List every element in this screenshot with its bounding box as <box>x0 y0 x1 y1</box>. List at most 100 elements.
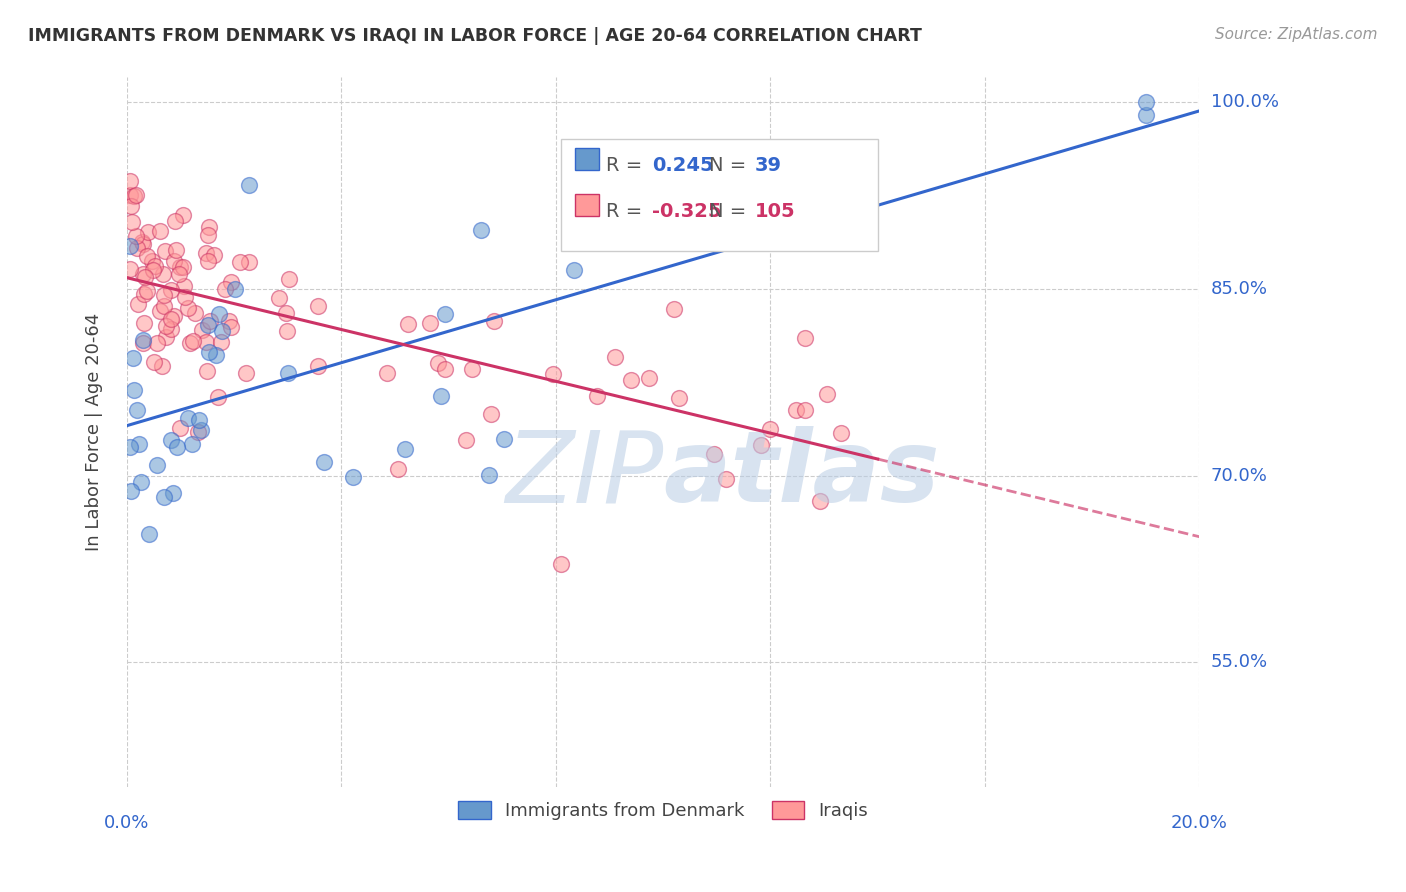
Point <box>132 316 155 330</box>
Text: 20.0%: 20.0% <box>1171 814 1227 832</box>
Point <box>430 389 453 403</box>
Point <box>197 254 219 268</box>
Point <box>197 227 219 242</box>
Point <box>146 458 169 472</box>
Point <box>815 387 838 401</box>
Point <box>793 331 815 345</box>
Point <box>118 441 141 455</box>
Point <box>121 215 143 229</box>
Point <box>138 526 160 541</box>
Point <box>177 411 200 425</box>
Point <box>184 306 207 320</box>
Point <box>603 350 626 364</box>
Point <box>454 433 477 447</box>
Y-axis label: In Labor Force | Age 20-64: In Labor Force | Age 20-64 <box>86 313 103 551</box>
Point <box>434 307 457 321</box>
Point <box>142 355 165 369</box>
Point <box>145 335 167 350</box>
Point <box>238 255 260 269</box>
Point <box>198 345 221 359</box>
Point <box>668 392 690 406</box>
Point <box>143 259 166 273</box>
Point <box>166 440 188 454</box>
Text: 55.0%: 55.0% <box>1211 653 1268 671</box>
Point <box>427 356 450 370</box>
Text: 0.0%: 0.0% <box>104 814 149 832</box>
Point <box>173 278 195 293</box>
Point <box>190 424 212 438</box>
Point <box>638 371 661 385</box>
Point <box>394 442 416 457</box>
Point <box>153 299 176 313</box>
Point <box>564 262 586 277</box>
Point <box>207 390 229 404</box>
Point <box>129 475 152 490</box>
Point <box>433 362 456 376</box>
Point <box>141 263 163 277</box>
Point <box>179 335 201 350</box>
Point <box>167 267 190 281</box>
Point <box>132 267 155 281</box>
Point <box>194 246 217 260</box>
Point <box>127 241 149 255</box>
Point <box>118 262 141 277</box>
Text: 0.245: 0.245 <box>652 156 714 175</box>
Point <box>132 336 155 351</box>
Point <box>165 243 187 257</box>
Point <box>219 319 242 334</box>
Point <box>118 173 141 187</box>
Point <box>153 490 176 504</box>
Point <box>307 299 329 313</box>
Text: IMMIGRANTS FROM DENMARK VS IRAQI IN LABOR FORCE | AGE 20-64 CORRELATION CHART: IMMIGRANTS FROM DENMARK VS IRAQI IN LABO… <box>28 27 922 45</box>
Point <box>209 334 232 349</box>
Point <box>125 402 148 417</box>
Bar <box>575 194 599 216</box>
Point <box>461 362 484 376</box>
Point <box>550 557 572 571</box>
Point <box>187 425 209 440</box>
Text: N =: N = <box>709 202 752 220</box>
Point <box>610 143 633 157</box>
Point <box>419 316 441 330</box>
Point <box>214 282 236 296</box>
Point <box>181 334 204 349</box>
Legend: Immigrants from Denmark, Iraqis: Immigrants from Denmark, Iraqis <box>451 794 876 827</box>
Point <box>169 260 191 274</box>
Point <box>810 493 832 508</box>
Point <box>387 461 409 475</box>
Point <box>136 249 159 263</box>
Point <box>163 253 186 268</box>
Text: 70.0%: 70.0% <box>1211 467 1267 484</box>
Point <box>221 276 243 290</box>
Point <box>177 301 200 316</box>
Text: ZIP: ZIP <box>505 426 664 523</box>
Point <box>208 307 231 321</box>
Point <box>163 309 186 323</box>
Point <box>703 447 725 461</box>
Point <box>128 437 150 451</box>
Point <box>274 306 297 320</box>
Text: 105: 105 <box>755 202 794 220</box>
Point <box>314 455 336 469</box>
Point <box>484 314 506 328</box>
Point <box>1135 95 1157 110</box>
Point <box>758 422 780 436</box>
Point <box>396 317 419 331</box>
Point <box>127 297 149 311</box>
Point <box>204 348 226 362</box>
Point <box>218 313 240 327</box>
Point <box>228 255 250 269</box>
Text: R =: R = <box>606 202 648 220</box>
Point <box>153 288 176 302</box>
Point <box>197 318 219 333</box>
Point <box>149 224 172 238</box>
Point <box>195 364 218 378</box>
Point <box>132 333 155 347</box>
Point <box>125 229 148 244</box>
Point <box>134 270 156 285</box>
Point <box>160 433 183 447</box>
Point <box>830 426 852 441</box>
Point <box>155 244 177 259</box>
Point <box>131 236 153 251</box>
Text: Source: ZipAtlas.com: Source: ZipAtlas.com <box>1215 27 1378 42</box>
